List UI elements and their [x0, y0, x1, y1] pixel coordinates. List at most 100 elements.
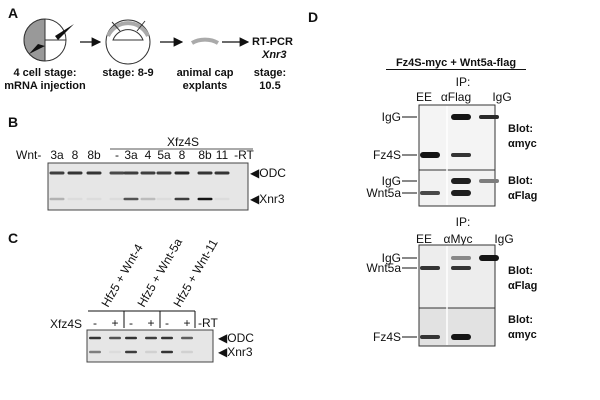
gel-band [109, 336, 121, 340]
lane-label: - [93, 316, 97, 330]
ip-label: IP: [456, 215, 471, 229]
band-name: ODC [259, 166, 286, 180]
gel-band [49, 171, 65, 175]
blot-band [451, 178, 471, 184]
lane-label: 8 [179, 148, 186, 162]
blot-band [451, 256, 471, 260]
lane-label: EE [416, 232, 432, 246]
gel-image [86, 329, 214, 363]
gel-band [67, 197, 83, 201]
band-marker-xnr3: ◀Xnr3 [218, 345, 253, 359]
gel-band [123, 197, 139, 201]
gel-band [145, 336, 157, 340]
band-name: Xnr3 [259, 192, 285, 206]
gel-band [125, 350, 137, 354]
gel-band [181, 350, 193, 354]
blot-band [451, 190, 471, 196]
marker-label: IgG [382, 174, 401, 188]
gel-band [197, 171, 213, 175]
marker-label: Fz4S [373, 330, 401, 344]
marker-arrow-icon: ◀ [218, 345, 228, 359]
gel-band [49, 197, 65, 201]
lane-label: - [115, 148, 119, 162]
blot-band [420, 335, 440, 339]
four-cell-embryo-icon [23, 18, 74, 62]
gel-band [156, 197, 172, 201]
lane-label: 3a [50, 148, 64, 162]
marker-arrow-icon: ◀ [218, 331, 228, 345]
gel-band [123, 171, 139, 175]
gel-band [214, 171, 230, 175]
gel-band [214, 197, 230, 201]
gel-band [156, 171, 172, 175]
gel-band [140, 197, 156, 201]
gel-band [109, 171, 125, 175]
lane-label: 8b [198, 148, 212, 162]
lane-label: - [165, 316, 169, 330]
blot-image [418, 307, 496, 347]
step-caption-line1: animal cap [177, 67, 234, 79]
band-marker-odc: ◀ODC [250, 166, 286, 180]
blot-band [420, 191, 440, 195]
band-marker-xnr3: ◀Xnr3 [250, 192, 285, 206]
lane-label: 5a [157, 148, 171, 162]
lane-label: EE [416, 90, 432, 104]
antibody-label: αFlag [508, 280, 537, 292]
blot-band [479, 179, 499, 183]
gel-band [86, 171, 102, 175]
lane-label: + [183, 316, 190, 330]
blastula-embryo-icon [105, 19, 151, 65]
lane-label: αFlag [441, 90, 471, 104]
lane-label: - [129, 316, 133, 330]
antibody-label: αmyc [508, 329, 537, 341]
blot-band [420, 266, 440, 270]
marker-label: Wnt5a [366, 261, 401, 275]
gel-band [174, 171, 190, 175]
antibody-label: αFlag [508, 190, 537, 202]
step-caption-line1: 4 cell stage: [14, 67, 77, 79]
step-caption-line1: stage: [254, 67, 286, 79]
lane-label: 4 [145, 148, 152, 162]
blot-band [479, 115, 499, 119]
panel-d-label: D [308, 9, 318, 25]
band-marker-odc: ◀ODC [218, 331, 254, 345]
step-caption-line2: 10.5 [259, 80, 280, 92]
gel-band [197, 197, 213, 201]
gel-band [89, 350, 101, 354]
group-label: Xfz4S [167, 135, 199, 149]
marker-arrow-icon: ◀ [250, 192, 260, 206]
experiment-title: Fz4S-myc + Wnt5a-flag [396, 57, 516, 69]
blot-image [418, 244, 496, 309]
lane-label: -RT [198, 316, 218, 330]
blot-label: Blot: [508, 175, 533, 187]
gel-band [109, 350, 121, 354]
gel-band [125, 336, 137, 340]
readout-method: RT-PCR [252, 36, 293, 48]
blot-label: Blot: [508, 265, 533, 277]
panel-a-label: A [8, 5, 18, 21]
gel-band [174, 197, 190, 201]
lane-label: 8 [72, 148, 79, 162]
step-caption-line2: mRNA injection [4, 80, 86, 92]
row-label: Xfz4S [50, 317, 82, 331]
lane-label: -RT [234, 148, 254, 162]
gel-band [161, 336, 173, 340]
blot-band [451, 153, 471, 157]
blot-band [420, 152, 440, 158]
step-caption-line2: explants [183, 80, 228, 92]
blot-band [451, 114, 471, 120]
step-caption-line1: stage: 8-9 [102, 67, 153, 79]
lane-label: 11 [216, 148, 229, 162]
gel-band [181, 336, 193, 340]
marker-label: Fz4S [373, 148, 401, 162]
blot-label: Blot: [508, 123, 533, 135]
lane-label: + [147, 316, 154, 330]
lane-label: 8b [87, 148, 101, 162]
panel-c-label: C [8, 230, 18, 246]
readout-gene: Xnr3 [261, 49, 286, 61]
blot-label: Blot: [508, 314, 533, 326]
band-name: ODC [227, 331, 254, 345]
marker-arrow-icon: ◀ [250, 166, 260, 180]
